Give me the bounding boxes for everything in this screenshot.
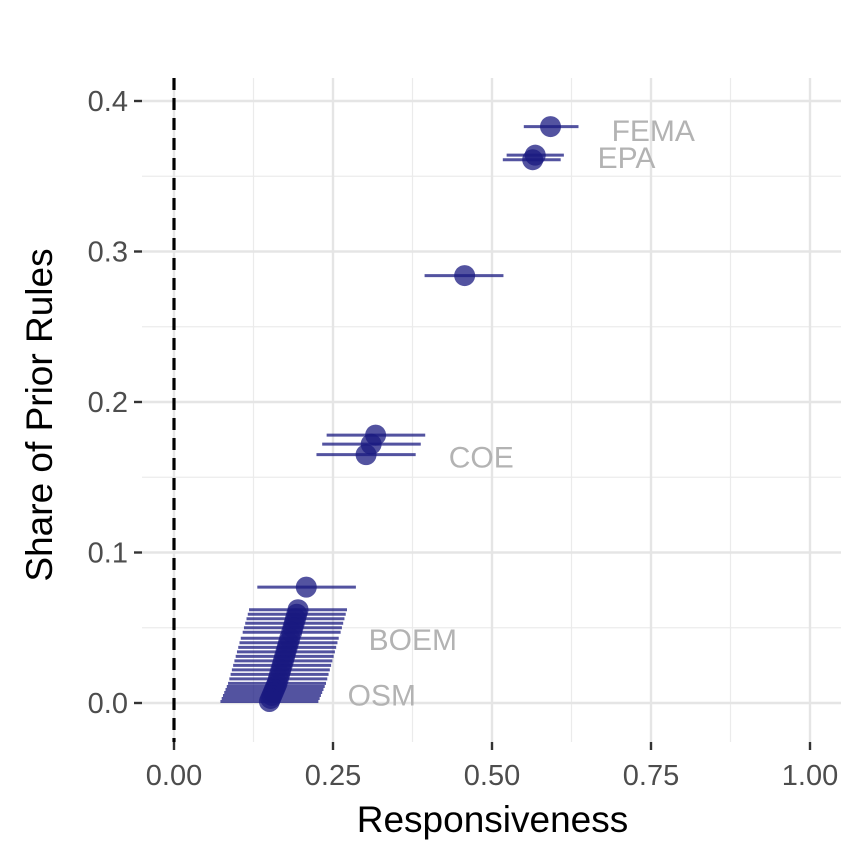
y-tick-label: 0.1 bbox=[88, 538, 128, 570]
x-tick-label: 1.00 bbox=[782, 760, 838, 792]
data-point bbox=[540, 116, 562, 138]
agency-label: EPA bbox=[598, 142, 656, 175]
x-tick-label: 0.25 bbox=[305, 760, 361, 792]
y-tick-label: 0.3 bbox=[88, 237, 128, 269]
agency-label: FEMA bbox=[612, 115, 695, 148]
agency-label: COE bbox=[449, 442, 514, 475]
x-axis-title: Responsiveness bbox=[357, 799, 628, 840]
grid bbox=[142, 78, 841, 742]
agency-label: BOEM bbox=[369, 624, 457, 657]
axes: 0.00 0.25 0.50 0.75 1.00 0.0 0.1 0.2 0.3 0.4 bbox=[88, 86, 839, 792]
data-point bbox=[522, 149, 544, 171]
x-tick-label: 0.50 bbox=[464, 760, 520, 792]
y-tick-label: 0.4 bbox=[88, 86, 128, 118]
agency-label: OSM bbox=[348, 679, 416, 712]
data-point bbox=[454, 265, 476, 287]
data-point bbox=[295, 576, 317, 598]
y-axis-title: Share of Prior Rules bbox=[19, 248, 60, 581]
data-point bbox=[355, 444, 377, 466]
data-point bbox=[258, 690, 280, 712]
y-tick-label: 0.2 bbox=[88, 387, 128, 419]
y-tick-label: 0.0 bbox=[88, 688, 128, 720]
x-tick-label: 0.75 bbox=[623, 760, 679, 792]
x-tick-label: 0.00 bbox=[146, 760, 202, 792]
error-bars bbox=[220, 125, 579, 703]
data-points bbox=[258, 116, 562, 712]
